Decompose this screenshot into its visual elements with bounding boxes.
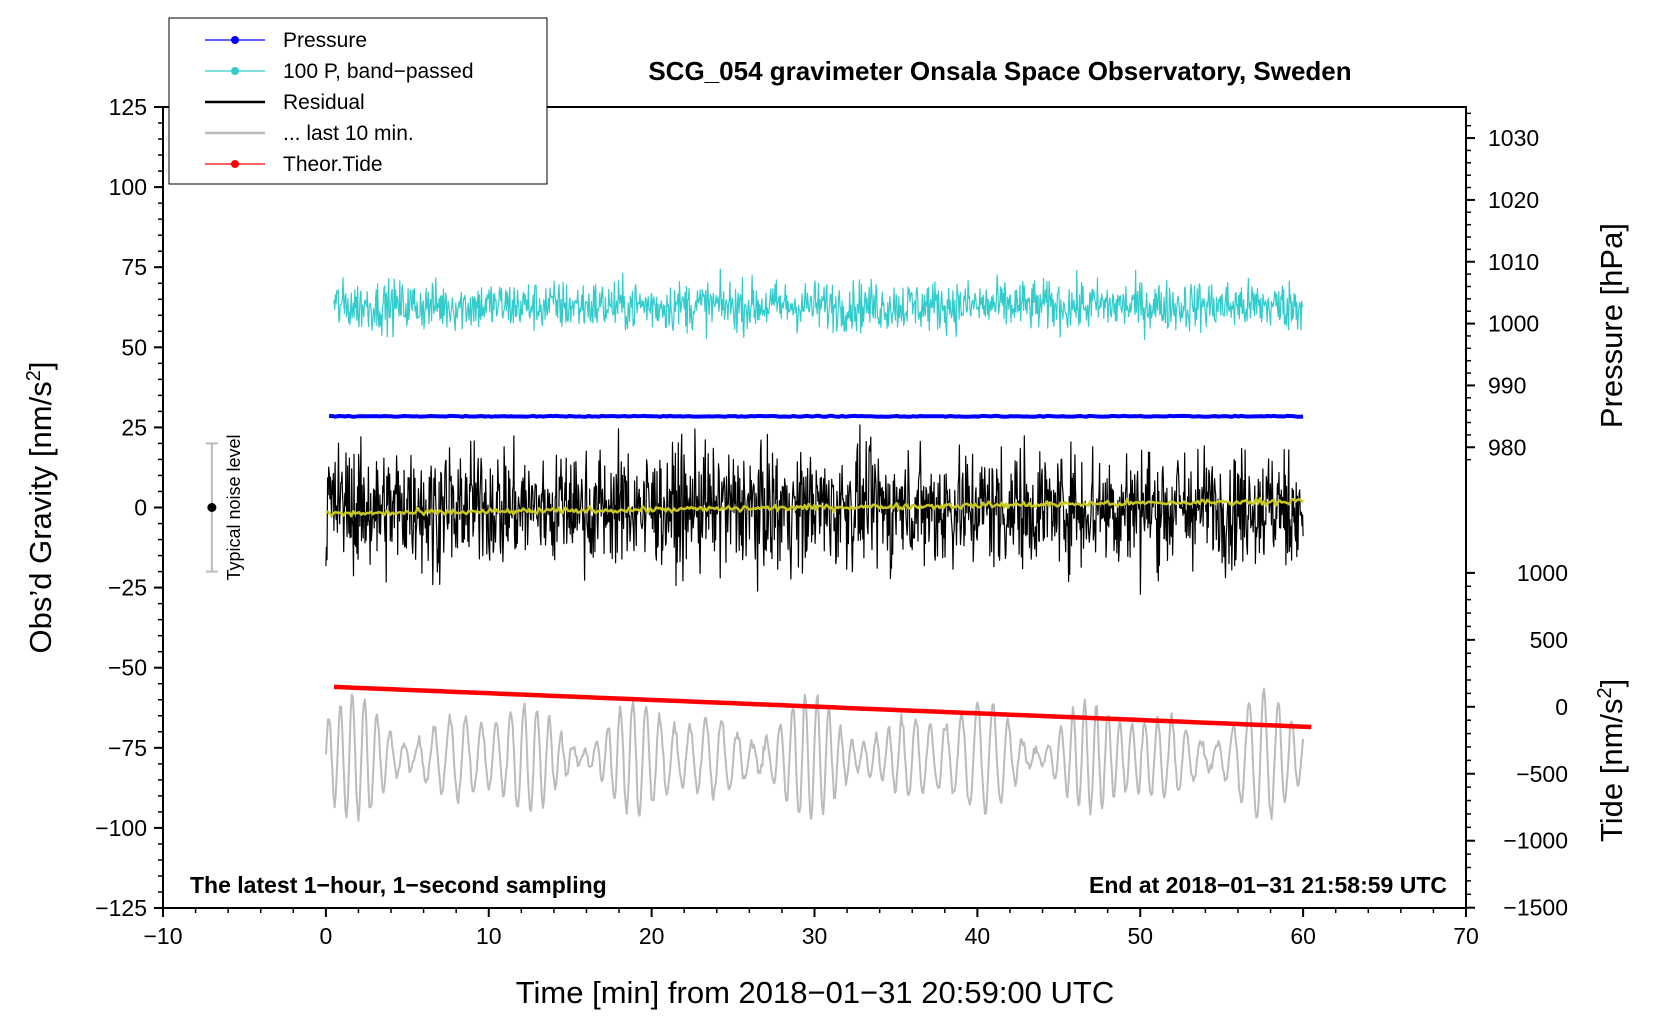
series-theor-tide [333, 684, 1312, 730]
pressure-tick-label: 1020 [1488, 187, 1539, 213]
y-axis-left-title-text: Obs’d Gravity [nm/s [23, 381, 58, 653]
pressure-tick-label: 990 [1488, 372, 1526, 398]
y-axis-left-title: Obs’d Gravity [nm/s2] [23, 362, 58, 654]
y-left-tick-label: 75 [121, 254, 147, 280]
y-axis-tide-title-text: Tide [nm/s [1594, 698, 1629, 842]
end-time-note: End at 2018−01−31 21:58:59 UTC [1089, 872, 1447, 898]
pressure-tick-label: 980 [1488, 434, 1526, 460]
y-axis-tide-title: Tide [nm/s2] [1594, 679, 1629, 842]
y-axis-tide-title-end: ] [1594, 679, 1629, 688]
y-axis-left-title-end: ] [23, 362, 58, 371]
x-tick-label: 50 [1127, 923, 1153, 949]
y-left-tick-label: 50 [121, 334, 147, 360]
x-tick-label: 0 [319, 923, 332, 949]
y-axis-tide-title-sup: 2 [1594, 687, 1616, 698]
tide-tick-label: −1000 [1503, 828, 1568, 854]
y-left-tick-label: 0 [134, 495, 147, 521]
legend-marker [231, 36, 239, 44]
tide-tick-label: −1500 [1503, 895, 1568, 921]
x-tick-label: 20 [639, 923, 665, 949]
series-running-mean [325, 496, 1304, 518]
legend-marker [231, 67, 239, 75]
y-left-tick-label: −50 [108, 655, 147, 681]
x-tick-label: 60 [1290, 923, 1316, 949]
pressure-tick-label: 1030 [1488, 125, 1539, 151]
series-pressure-band-passed [333, 268, 1304, 341]
legend: Pressure 100 P, band−passed Residual ... la… [168, 17, 548, 185]
series-residual [325, 424, 1304, 595]
legend-marker [231, 160, 239, 168]
x-tick-label: 30 [802, 923, 828, 949]
tide-tick-label: 500 [1530, 627, 1568, 653]
y-left-tick-label: 100 [109, 174, 147, 200]
series-pressure [328, 413, 1304, 419]
series-last-10-min [324, 687, 1305, 822]
axes-layer: −10 0 10 20 30 40 50 60 70−125−100−75−50−2502550… [95, 94, 1568, 949]
y-left-tick-label: 25 [121, 414, 147, 440]
tide-tick-label: −500 [1516, 761, 1568, 787]
y-left-tick-label: −25 [108, 575, 147, 601]
pressure-tick-label: 1000 [1488, 311, 1539, 337]
series-layer [324, 268, 1312, 822]
legend-label: 100 P, band−passed [283, 60, 474, 83]
y-axis-left-title-sup: 2 [23, 370, 45, 381]
y-left-tick-label: −100 [95, 815, 147, 841]
tide-tick-label: 1000 [1517, 560, 1568, 586]
x-tick-label: 70 [1453, 923, 1479, 949]
x-tick-label: 10 [476, 923, 502, 949]
noise-center-dot [207, 503, 217, 512]
x-tick-label: 40 [965, 923, 991, 949]
y-left-tick-label: −125 [95, 895, 147, 921]
y-left-tick-label: 125 [109, 94, 147, 120]
sampling-note: The latest 1−hour, 1−second sampling [190, 872, 607, 898]
noise-level-indicator [205, 442, 218, 573]
x-tick-label: −10 [143, 923, 182, 949]
legend-label: Pressure [283, 29, 367, 52]
y-axis-pressure-title: Pressure [hPa] [1594, 223, 1629, 428]
chart-title: SCG_054 gravimeter Onsala Space Observat… [648, 56, 1351, 86]
legend-label: Theor.Tide [283, 153, 383, 176]
legend-label: ... last 10 min. [283, 122, 414, 145]
y-left-tick-label: −75 [108, 735, 147, 761]
legend-label: Residual [283, 91, 365, 114]
pressure-tick-label: 1010 [1488, 249, 1539, 275]
tide-tick-label: 0 [1555, 694, 1568, 720]
noise-level-label: Typical noise level [224, 434, 244, 580]
x-axis-title: Time [min] from 2018−01−31 20:59:00 UTC [516, 975, 1115, 1010]
